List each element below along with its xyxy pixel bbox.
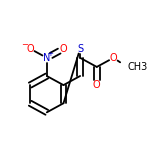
Text: N: N — [43, 53, 50, 63]
Circle shape — [77, 45, 83, 52]
Text: −: − — [21, 40, 28, 49]
Text: O: O — [60, 44, 67, 54]
Text: CH3: CH3 — [127, 62, 147, 72]
Text: O: O — [110, 53, 117, 63]
Text: O: O — [93, 80, 101, 90]
Text: O: O — [26, 44, 34, 54]
Circle shape — [27, 45, 33, 52]
Circle shape — [60, 45, 67, 52]
Text: S: S — [77, 44, 83, 54]
Circle shape — [93, 82, 100, 88]
Circle shape — [43, 55, 50, 61]
Circle shape — [121, 61, 133, 73]
Text: +: + — [48, 51, 54, 57]
Circle shape — [110, 55, 117, 61]
